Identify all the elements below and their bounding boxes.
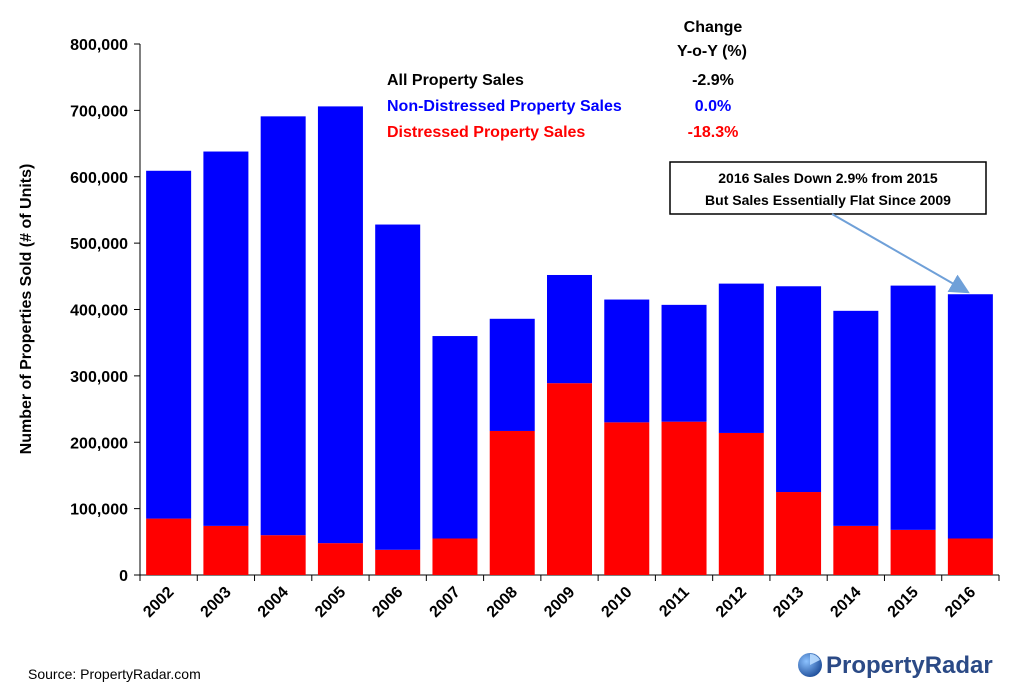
y-tick-label: 500,000	[70, 236, 128, 253]
bar-non-distressed-2015	[890, 285, 936, 530]
x-tick-label: 2011	[656, 584, 693, 621]
x-ticks	[139, 575, 1000, 581]
x-tick-label: 2005	[312, 584, 349, 621]
x-tick-label: 2007	[427, 584, 464, 621]
bar-non-distressed-2006	[375, 224, 421, 550]
bar-non-distressed-2002	[146, 170, 192, 519]
annotation-line1: 2016 Sales Down 2.9% from 2015	[718, 170, 938, 186]
bar-distressed-2006	[375, 549, 421, 575]
annotation-line2: But Sales Essentially Flat Since 2009	[705, 192, 951, 208]
bar-non-distressed-2010	[604, 299, 650, 423]
bar-non-distressed-2007	[432, 336, 478, 539]
legend-change-non-distressed: 0.0%	[695, 98, 731, 115]
y-tick-label: 100,000	[70, 502, 128, 519]
bar-distressed-2005	[317, 543, 363, 575]
legend-label-non-distressed: Non-Distressed Property Sales	[387, 98, 622, 115]
bar-non-distressed-2009	[547, 274, 592, 384]
legend-label-distressed: Distressed Property Sales	[387, 124, 585, 141]
bar-distressed-2003	[203, 525, 249, 575]
legend-change-all: -2.9%	[692, 72, 734, 89]
bar-distressed-2010	[604, 422, 650, 575]
bar-non-distressed-2008	[489, 318, 535, 431]
x-tick-label: 2009	[541, 584, 578, 621]
x-tick-label: 2004	[255, 584, 292, 621]
x-tick-label: 2015	[885, 584, 922, 621]
y-tick-label: 700,000	[70, 103, 128, 120]
bar-distressed-2004	[260, 535, 306, 575]
bar-non-distressed-2004	[260, 116, 306, 536]
bar-non-distressed-2013	[776, 286, 822, 493]
x-tick-label: 2003	[198, 584, 235, 621]
bar-non-distressed-2005	[317, 106, 363, 544]
legend-label-all: All Property Sales	[387, 72, 524, 89]
y-tick-label: 400,000	[70, 303, 128, 320]
x-tick-label: 2014	[827, 584, 864, 621]
y-tick-label: 200,000	[70, 435, 128, 452]
bar-non-distressed-2014	[833, 310, 879, 526]
annotation-box	[669, 161, 987, 215]
x-tick-label: 2002	[140, 584, 177, 621]
x-tick-label: 2010	[598, 584, 635, 621]
bar-distressed-2002	[146, 518, 192, 575]
legend-change-distressed: -18.3%	[688, 124, 739, 141]
bar-distressed-2015	[890, 529, 936, 575]
x-tick-label: 2008	[484, 584, 521, 621]
x-tick-label: 2012	[713, 584, 750, 621]
radar-sweep-icon	[810, 653, 820, 665]
bar-non-distressed-2016	[947, 294, 993, 539]
change-header-line2: Y-o-Y (%)	[677, 43, 747, 60]
bar-non-distressed-2012	[718, 283, 764, 433]
bar-distressed-2012	[718, 432, 764, 575]
bar-distressed-2016	[947, 538, 993, 575]
legend-block: Change Y-o-Y (%) All Property Sales -2.9…	[387, 19, 747, 141]
bar-non-distressed-2003	[203, 151, 249, 526]
bars	[146, 106, 993, 575]
bar-distressed-2011	[661, 421, 707, 575]
bar-distressed-2008	[489, 430, 535, 575]
bar-distressed-2009	[547, 383, 592, 575]
bar-non-distressed-2011	[661, 304, 707, 422]
y-tick-label: 0	[119, 568, 128, 585]
x-tick-label: 2006	[369, 584, 406, 621]
bar-distressed-2014	[833, 525, 879, 575]
y-axis-title: Number of Properties Sold (# of Units)	[18, 164, 35, 455]
bar-distressed-2013	[776, 492, 822, 575]
y-tick-label: 800,000	[70, 37, 128, 54]
y-tick-label: 600,000	[70, 170, 128, 187]
logo-text: PropertyRadar	[826, 652, 993, 679]
bar-distressed-2007	[432, 538, 478, 575]
x-labels: 2002 2003 2004 2005 2006 2007 2008 2009 2010 2011…	[140, 584, 979, 621]
y-ticks: 0 100,000 200,000 300,000 400,000 500,000 600,…	[70, 37, 140, 585]
annotation-arrow	[831, 213, 970, 294]
annotation-callout: 2016 Sales Down 2.9% from 2015 But Sales…	[669, 161, 987, 294]
change-header-line1: Change	[684, 19, 743, 36]
y-tick-label: 300,000	[70, 369, 128, 386]
x-tick-label: 2016	[942, 584, 979, 621]
x-tick-label: 2013	[770, 584, 807, 621]
source-text: Source: PropertyRadar.com	[28, 666, 201, 682]
propertyradar-logo: PropertyRadar	[798, 652, 993, 679]
